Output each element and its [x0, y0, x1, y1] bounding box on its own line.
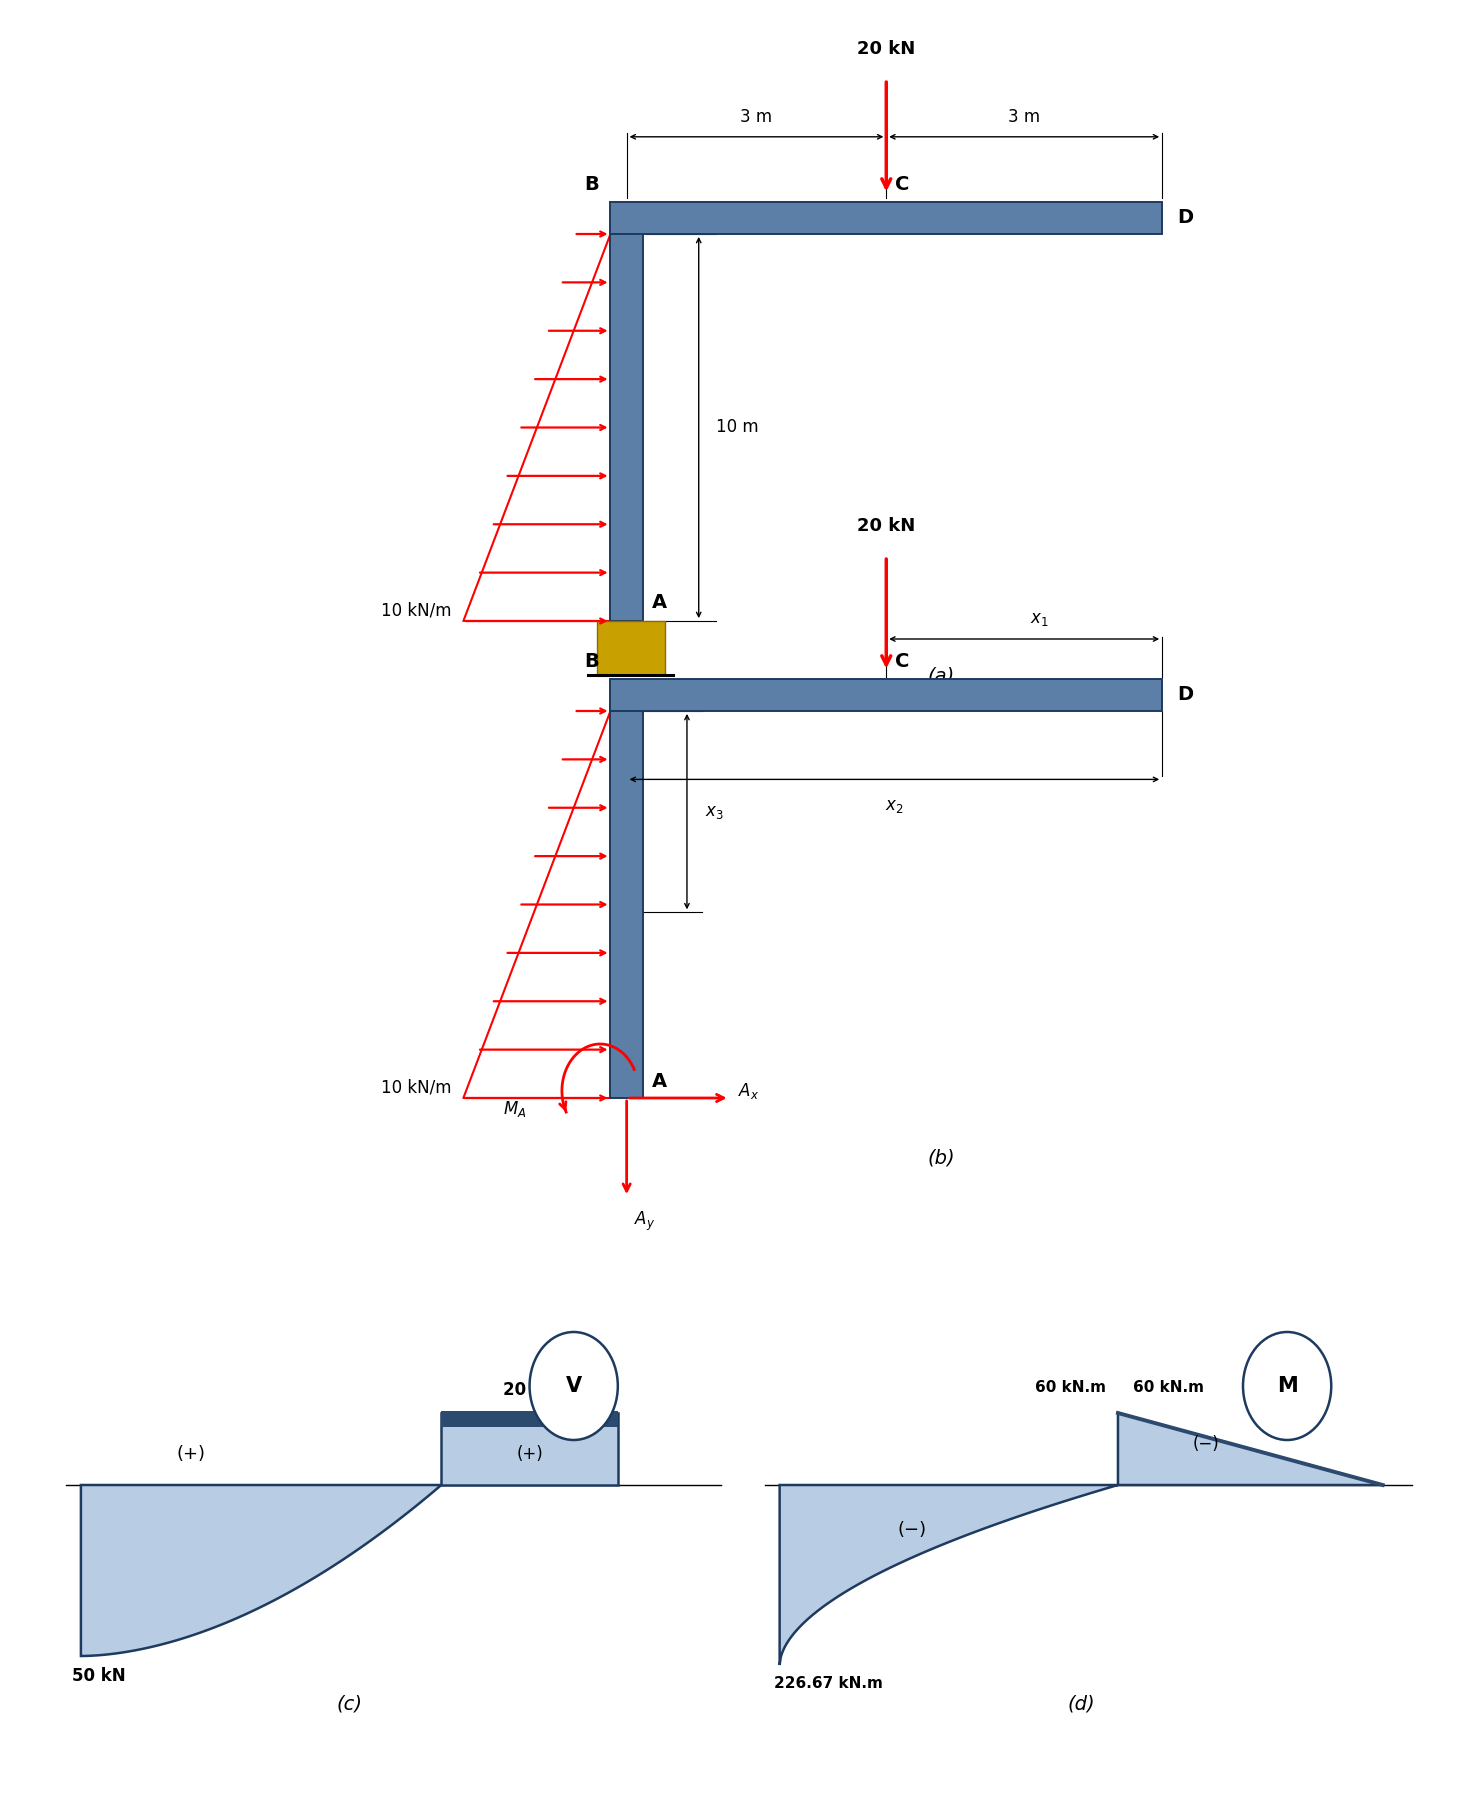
Text: 60 kN.m: 60 kN.m [1133, 1381, 1203, 1395]
Text: 50 kN: 50 kN [72, 1667, 125, 1685]
Text: (d): (d) [1068, 1694, 1094, 1714]
Circle shape [530, 1332, 618, 1440]
Text: C: C [894, 175, 909, 194]
Bar [610, 702, 643, 1098]
Text: $x_2$: $x_2$ [886, 797, 903, 815]
Text: 60 kN.m: 60 kN.m [1036, 1381, 1106, 1395]
Bar [610, 679, 1162, 711]
Text: 10 kN/m: 10 kN/m [381, 601, 452, 619]
Text: (+): (+) [177, 1445, 206, 1463]
Text: $A_x$: $A_x$ [738, 1080, 759, 1102]
Text: 20 kN: 20 kN [858, 517, 915, 535]
Text: A: A [652, 592, 666, 612]
Text: 3 m: 3 m [1008, 108, 1040, 126]
Text: B: B [584, 652, 599, 671]
Bar [610, 225, 643, 621]
Text: D: D [1177, 209, 1193, 227]
Text: 20 kN: 20 kN [503, 1381, 556, 1399]
Polygon shape [81, 1485, 441, 1656]
Bar [610, 202, 1162, 234]
Text: 10 m: 10 m [716, 419, 759, 437]
Text: D: D [1177, 686, 1193, 704]
Polygon shape [1118, 1413, 1383, 1485]
Bar [441, 1413, 618, 1485]
Text: (a): (a) [928, 666, 955, 686]
Text: A: A [652, 1071, 666, 1091]
Text: $x_1$: $x_1$ [1030, 610, 1049, 628]
Text: $M_A$: $M_A$ [503, 1098, 527, 1120]
Text: (b): (b) [928, 1148, 955, 1168]
Text: (−): (−) [897, 1521, 927, 1539]
Text: B: B [584, 175, 599, 194]
Text: $x_3$: $x_3$ [705, 803, 724, 821]
Text: V: V [566, 1375, 581, 1397]
Bar [441, 1411, 618, 1427]
Text: (−): (−) [1193, 1435, 1219, 1453]
Circle shape [1243, 1332, 1331, 1440]
Text: 10 kN/m: 10 kN/m [381, 1078, 452, 1096]
Text: $A_y$: $A_y$ [634, 1210, 655, 1233]
Polygon shape [780, 1485, 1118, 1665]
Text: 226.67 kN.m: 226.67 kN.m [774, 1676, 883, 1690]
Text: 3 m: 3 m [740, 108, 772, 126]
Text: 20 kN: 20 kN [858, 40, 915, 58]
Text: C: C [894, 652, 909, 671]
Bar [597, 621, 665, 675]
Text: (c): (c) [337, 1694, 362, 1714]
Text: (+): (+) [516, 1445, 543, 1463]
Text: M: M [1277, 1375, 1297, 1397]
